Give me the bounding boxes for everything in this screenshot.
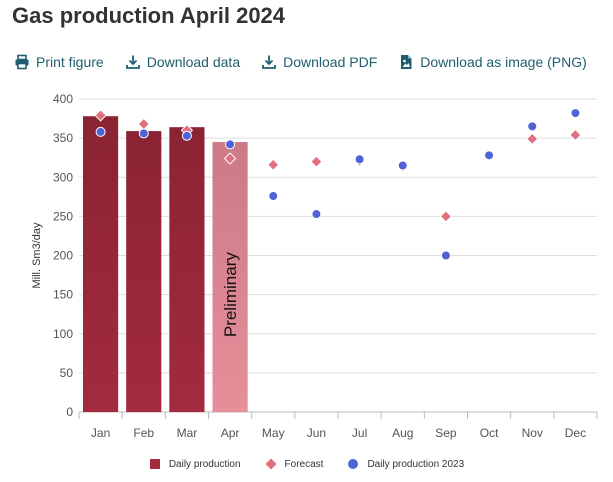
download-image-label: Download as image (PNG) — [420, 54, 587, 70]
legend-label: Daily production — [168, 458, 241, 470]
bar-preliminary — [212, 142, 248, 412]
x-tick-label: May — [262, 426, 285, 440]
x-tick-label: Nov — [522, 426, 543, 440]
x-tick-label: Dec — [565, 426, 586, 440]
x-tick-label: Jan — [91, 426, 110, 440]
forecast-point — [569, 128, 582, 142]
forecast-point — [223, 152, 237, 165]
legend-item-forecast[interactable]: Forecast — [265, 458, 324, 470]
figure-toolbar: Print figure Download data Download PDF … — [14, 52, 587, 72]
y-tick-label: 100 — [53, 327, 73, 341]
production-2023-point — [225, 139, 236, 150]
download-data-button[interactable]: Download data — [125, 54, 240, 70]
download-icon — [261, 54, 277, 70]
legend-item-production-2023[interactable]: Daily production 2023 — [347, 458, 464, 470]
legend-label: Forecast — [284, 458, 324, 470]
print-figure-label: Print figure — [36, 54, 104, 70]
forecast-point — [267, 158, 280, 171]
production-2023-point — [311, 209, 322, 220]
forecast-point — [94, 109, 107, 122]
preliminary-label: Preliminary — [221, 252, 240, 338]
image-file-icon — [398, 54, 414, 70]
x-tick-label: Apr — [221, 426, 240, 440]
x-tick-label: Sep — [435, 426, 457, 440]
download-icon — [125, 54, 141, 70]
production-2023-point — [181, 130, 192, 141]
y-tick-label: 50 — [60, 366, 74, 380]
y-tick-label: 400 — [53, 92, 73, 106]
y-tick-label: 350 — [53, 131, 73, 145]
legend-label: Daily production 2023 — [367, 458, 465, 470]
download-image-button[interactable]: Download as image (PNG) — [398, 54, 587, 70]
forecast-point — [526, 132, 539, 146]
production-2023-point — [138, 128, 149, 139]
forecast-point — [310, 155, 323, 168]
legend-circle-symbol — [347, 458, 359, 470]
y-tick-label: 300 — [53, 170, 73, 184]
production-2023-point — [527, 121, 538, 132]
production-2023-point — [354, 154, 365, 165]
forecast-point — [439, 210, 453, 223]
production-2023-point — [440, 250, 451, 261]
y-tick-label: 150 — [53, 288, 73, 302]
download-data-label: Download data — [146, 54, 241, 70]
production-2023-point — [397, 160, 408, 171]
bar-daily-production — [126, 131, 162, 412]
bar-daily-production — [83, 116, 119, 412]
print-figure-button[interactable]: Print figure — [14, 54, 104, 70]
x-tick-label: Mar — [177, 426, 198, 440]
production-2023-point — [484, 150, 495, 161]
printer-icon — [14, 54, 30, 70]
download-pdf-button[interactable]: Download PDF — [261, 54, 377, 70]
x-tick-label: Jul — [352, 426, 367, 440]
y-axis-title: Mill. Sm3/day — [31, 222, 43, 289]
legend-item-daily-production[interactable]: Daily production — [149, 458, 241, 470]
production-2023-point — [95, 126, 106, 137]
x-tick-label: Aug — [392, 426, 413, 440]
download-pdf-label: Download PDF — [283, 54, 378, 70]
x-tick-label: Feb — [133, 426, 154, 440]
production-2023-point — [268, 191, 279, 202]
forecast-point — [137, 117, 150, 131]
legend-bar-symbol — [149, 458, 161, 470]
chart-area: 0 50 100 150 200 250 300 350 400 Mill. Sm3/day Jan… — [31, 92, 598, 440]
x-tick-label: Jun — [307, 426, 326, 440]
y-tick-label: 0 — [66, 405, 73, 419]
bar-daily-production — [169, 127, 205, 413]
x-tick-label: Oct — [480, 426, 499, 440]
legend: Daily production Forecast Daily producti… — [0, 456, 613, 472]
production-2023-point — [570, 108, 581, 119]
page-title: Gas production April 2024 — [12, 3, 286, 28]
y-tick-label: 200 — [53, 249, 73, 263]
legend-diamond-symbol — [265, 458, 277, 470]
y-tick-label: 250 — [53, 209, 73, 223]
